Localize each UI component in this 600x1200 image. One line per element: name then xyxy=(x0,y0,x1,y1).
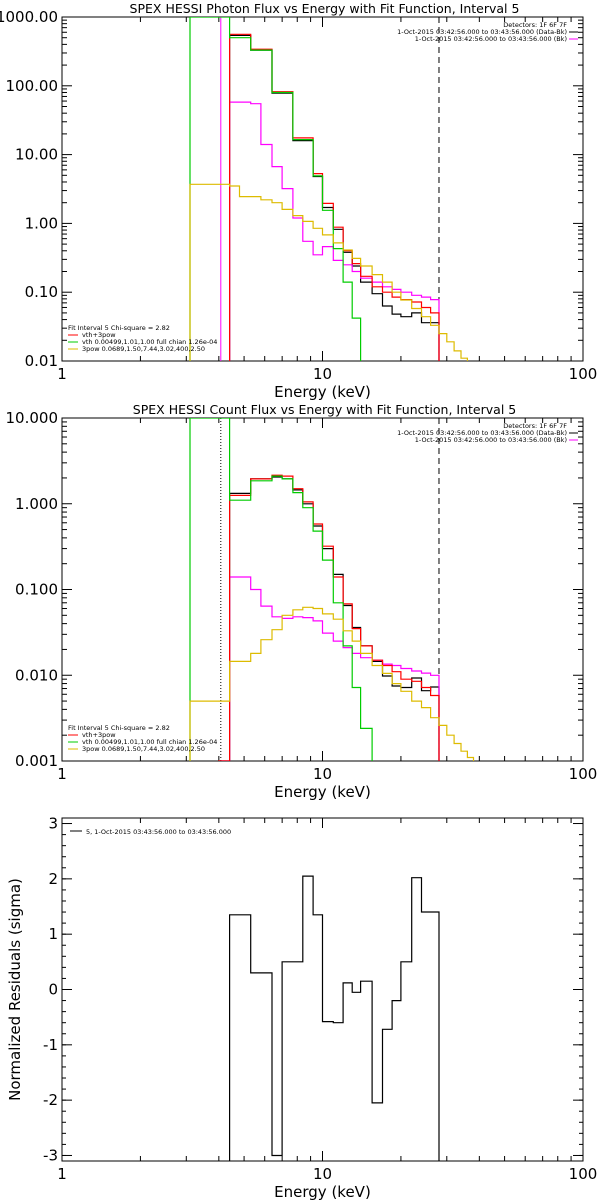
info-line: 1-Oct-2015 03:42:56.000 to 03:43:56.000 … xyxy=(415,35,567,43)
series-line-5 xyxy=(229,875,440,1161)
info-line: Detectors: 1F 6F 7F xyxy=(503,422,567,430)
count-flux-chart: SPEX HESSI Count Flux vs Energy with Fit… xyxy=(6,402,598,800)
series-line-data-bk xyxy=(218,476,440,761)
y-tick-label: 1 xyxy=(48,925,58,943)
series-line-bk xyxy=(229,101,440,361)
series-line-3pow xyxy=(189,183,468,361)
x-tick-label: 100 xyxy=(569,765,598,783)
x-tick-label: 100 xyxy=(569,1165,598,1183)
x-tick-label: 1 xyxy=(57,765,67,783)
y-tick-label: 0.100 xyxy=(15,581,58,599)
residuals-chart: 1 10 100 Energy (keV) -3 -2 -1 0 1 2 3 Normalized R… xyxy=(6,815,598,1200)
series-line-vth xyxy=(189,418,373,761)
fit-info-line: vth+3pow xyxy=(82,331,116,339)
chart-title: SPEX HESSI Count Flux vs Energy with Fit… xyxy=(133,402,516,417)
x-tick-label: 1 xyxy=(57,1165,67,1183)
axis-frame xyxy=(61,417,584,762)
series-line-3pow xyxy=(189,606,475,761)
legend-text: 5, 1-Oct-2015 03:43:56.000 to 03:43:56.0… xyxy=(86,828,231,836)
info-line: Detectors: 1F 6F 7F xyxy=(503,21,567,29)
y-axis-label: Normalized Residuals (sigma) xyxy=(6,878,24,1101)
fit-info-line: Fit Interval 5 Chi-square = 2.82 xyxy=(68,324,170,332)
series-line-vth xyxy=(189,17,362,361)
fit-info-line: vth 0.00499,1.01,1.00 full chian 1.26e-0… xyxy=(82,338,217,346)
y-tick-label: 10.000 xyxy=(6,409,59,427)
info-line: 1-Oct-2015 03:42:56.000 to 03:43:56.000 … xyxy=(397,28,567,36)
x-axis-label: Energy (keV) xyxy=(274,383,371,400)
x-tick-label: 1 xyxy=(57,365,67,383)
info-line: 1-Oct-2015 03:42:56.000 to 03:43:56.000 … xyxy=(415,436,567,444)
y-tick-label: -2 xyxy=(43,1091,58,1109)
x-axis-label: Energy (keV) xyxy=(274,783,371,800)
y-tick-label: 0 xyxy=(48,981,58,999)
x-tick-label: 10 xyxy=(313,1165,332,1183)
y-tick-label: 1.000 xyxy=(15,495,58,513)
series-line-data-bk xyxy=(229,34,440,361)
info-line: 1-Oct-2015 03:42:56.000 to 03:43:56.000 … xyxy=(397,429,567,437)
y-tick-label: 0.01 xyxy=(25,352,58,370)
photon-flux-chart: SPEX HESSI Photon Flux vs Energy with Fi… xyxy=(0,1,598,400)
fit-info-line: Fit Interval 5 Chi-square = 2.82 xyxy=(68,724,170,732)
fit-info-line: vth+3pow xyxy=(82,731,116,739)
y-tick-label: 3 xyxy=(48,815,58,833)
y-tick-label: 1000.00 xyxy=(0,8,58,26)
y-tick-label: -1 xyxy=(43,1036,58,1054)
fit-info-line: 3pow 0.0689,1.50,7.44,3.02,400,2.50 xyxy=(82,745,205,753)
x-tick-label: 10 xyxy=(313,365,332,383)
x-axis-label: Energy (keV) xyxy=(274,1183,371,1200)
y-tick-label: 0.010 xyxy=(15,666,58,684)
fit-info-line: vth 0.00499,1.01,1.00 full chian 1.26e-0… xyxy=(82,738,217,746)
x-tick-label: 10 xyxy=(313,765,332,783)
y-tick-label: -3 xyxy=(43,1146,58,1164)
y-tick-label: 2 xyxy=(48,870,58,888)
y-tick-label: 100.00 xyxy=(6,77,59,95)
plot-area xyxy=(189,418,475,761)
y-tick-label: 10.00 xyxy=(15,146,58,164)
x-tick-label: 100 xyxy=(569,365,598,383)
y-tick-label: 0.001 xyxy=(15,752,58,770)
plot-area xyxy=(229,875,440,1161)
plot-area xyxy=(189,17,468,361)
series-line-bk xyxy=(220,576,440,761)
fit-info-line: 3pow 0.0689,1.50,7.44,3.02,400,2.50 xyxy=(82,345,205,353)
chart-title: SPEX HESSI Photon Flux vs Energy with Fi… xyxy=(130,1,520,16)
series-line-vth-3pow xyxy=(229,33,440,361)
y-tick-label: 1.00 xyxy=(25,214,58,232)
y-tick-label: 0.10 xyxy=(25,283,58,301)
series-line-vth-3pow xyxy=(218,474,440,761)
